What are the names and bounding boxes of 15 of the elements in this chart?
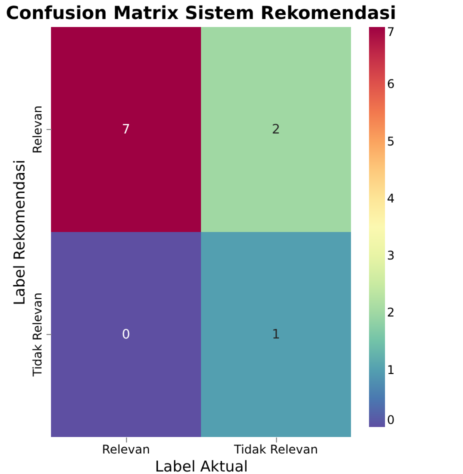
data-label: 0	[122, 328, 130, 342]
color-bar-label: 1	[387, 362, 395, 377]
color-bar-label: 6	[387, 77, 395, 92]
color-bar-label: 7	[387, 25, 395, 39]
color-bar-label: 5	[387, 134, 395, 148]
data-label: 2	[272, 122, 280, 138]
color-bar-label: 2	[387, 306, 395, 320]
x-axis-title: Label Aktual	[155, 458, 248, 474]
data-label: 7	[122, 122, 130, 138]
data-label: 1	[272, 328, 280, 342]
chart-title: Confusion Matrix Sistem Rekomendasi	[6, 3, 396, 24]
color-bar-label: 3	[387, 248, 395, 263]
color-bar-label: 4	[387, 191, 395, 206]
color-bar-label: 0	[387, 413, 395, 427]
y-axis-title: Label Rekomendasi	[10, 160, 28, 306]
